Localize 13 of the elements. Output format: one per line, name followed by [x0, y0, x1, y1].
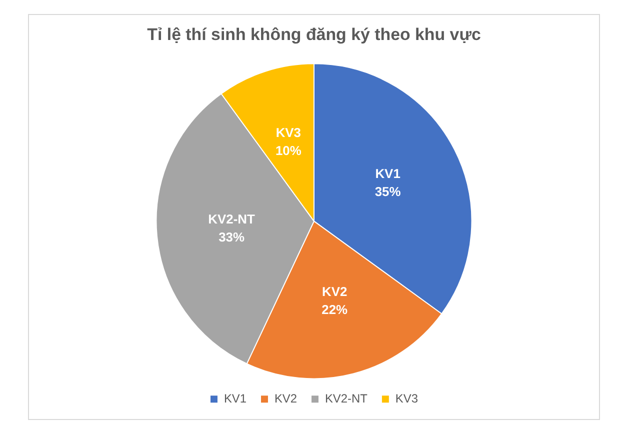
slice-label: KV3	[276, 125, 302, 140]
slice-label: KV1	[375, 166, 400, 182]
legend-label: KV1	[224, 391, 247, 406]
legend-label: KV2	[274, 391, 298, 406]
data-label: 33%	[218, 229, 245, 244]
legend-label: KV3	[395, 391, 418, 406]
data-label: 22%	[322, 302, 348, 317]
data-label: 10%	[275, 143, 302, 158]
slice-label: KV2-NT	[208, 212, 256, 227]
legend-label: KV2-NT	[324, 391, 368, 406]
data-label: 35%	[374, 184, 402, 200]
chart-title: Tỉ lệ thí sinh không đăng ký theo khu vực	[147, 24, 481, 44]
slice-label: KV2	[322, 284, 348, 299]
